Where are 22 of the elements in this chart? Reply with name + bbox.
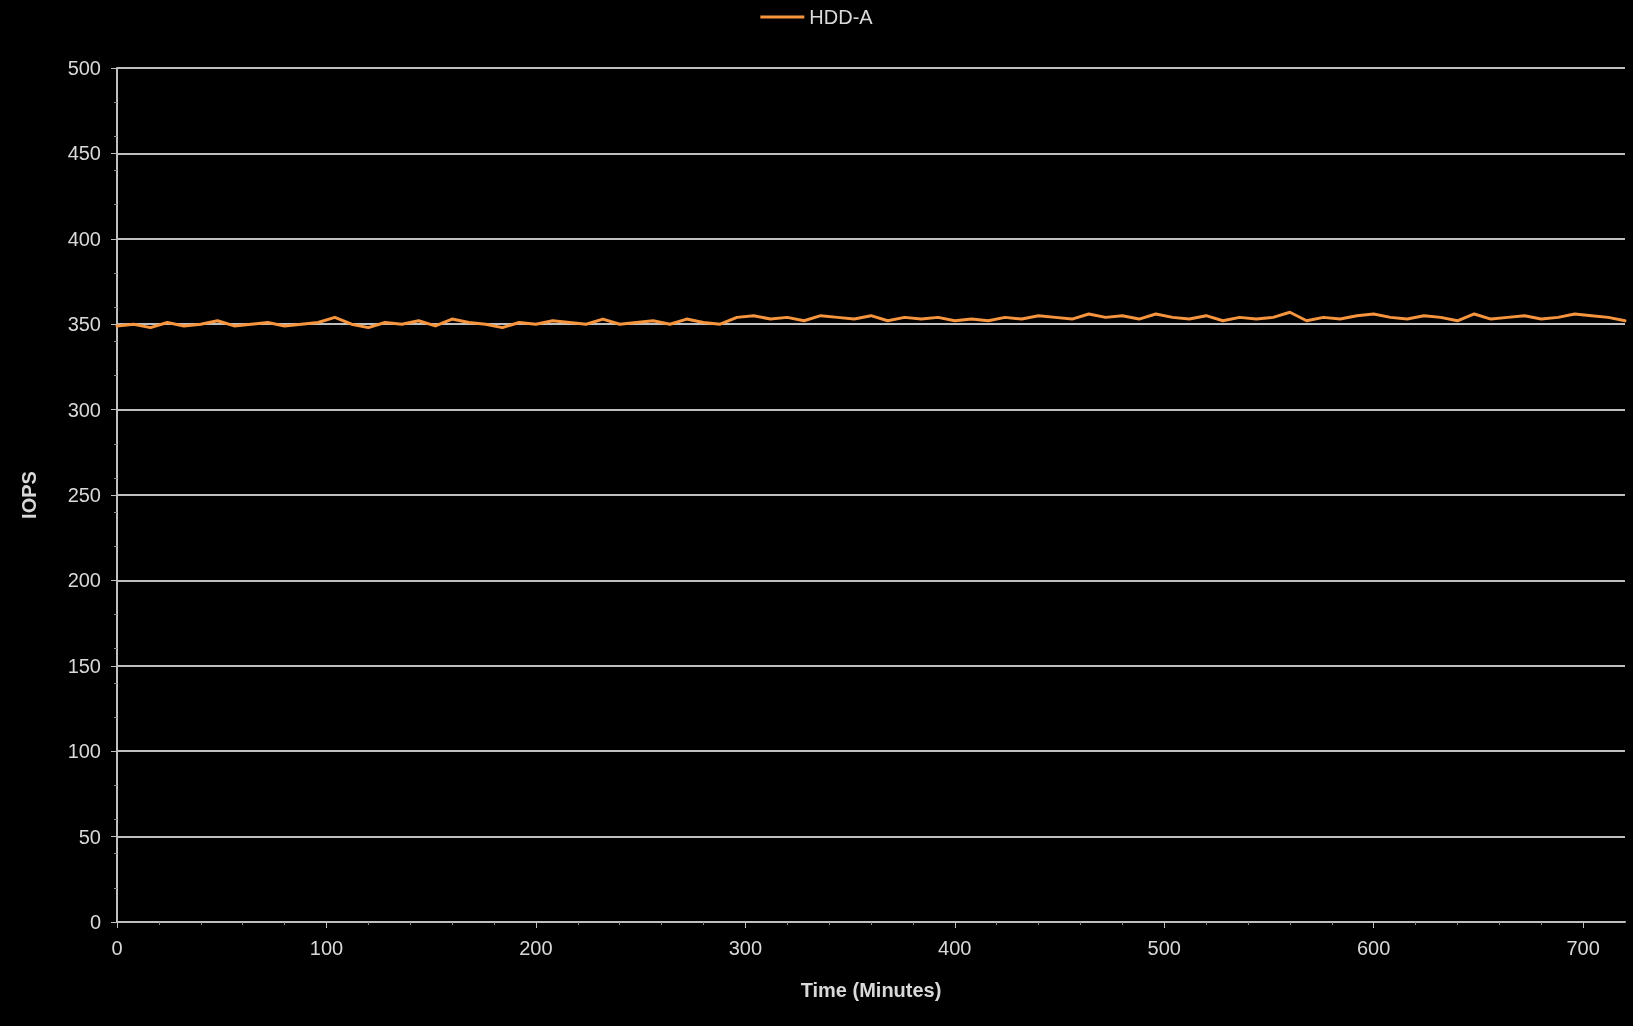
x-tick-label: 100: [309, 937, 344, 959]
x-tick-label: 600: [1356, 937, 1391, 959]
y-tick-label: 50: [78, 825, 101, 848]
y-tick-label: 200: [67, 569, 101, 592]
y-tick-label: 100: [67, 740, 101, 763]
x-axis-title: Time (Minutes): [800, 979, 942, 1001]
x-tick-label: 500: [1147, 937, 1181, 959]
y-tick-label: 300: [67, 398, 101, 421]
legend-label: HDD-A: [809, 6, 874, 28]
x-tick-label: 0: [111, 937, 123, 959]
y-tick-label: 400: [67, 227, 101, 250]
y-axis-title: IOPS: [18, 471, 40, 519]
x-tick-label: 200: [519, 937, 553, 959]
y-tick-label: 150: [67, 654, 101, 677]
x-tick-label: 400: [938, 937, 972, 959]
y-tick-label: 350: [67, 313, 101, 336]
x-tick-label: 300: [728, 937, 763, 959]
y-tick-label: 0: [89, 911, 101, 933]
y-tick-label: 500: [67, 57, 101, 79]
y-tick-label: 450: [67, 142, 101, 165]
x-tick-label: 700: [1566, 937, 1600, 959]
y-tick-label: 250: [67, 484, 101, 506]
